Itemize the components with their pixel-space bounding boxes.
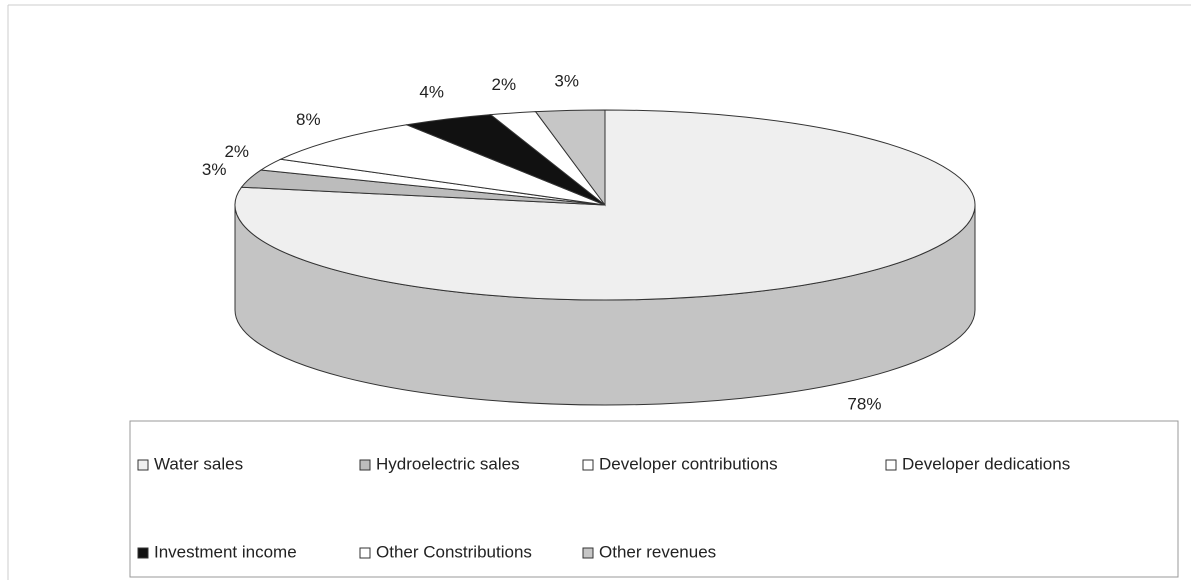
data-label: 4%	[419, 83, 444, 102]
legend-swatch	[137, 459, 149, 471]
legend-label: Other Constributions	[376, 542, 532, 561]
legend-label: Developer contributions	[599, 454, 778, 473]
legend-swatch	[359, 459, 371, 471]
pie-slice	[279, 124, 606, 206]
data-label: 3%	[554, 72, 579, 91]
legend-label: Developer dedications	[902, 454, 1070, 473]
legend-label: Investment income	[154, 542, 297, 561]
legend-swatch	[885, 459, 897, 471]
legend-label: Hydroelectric sales	[376, 454, 520, 473]
legend-label: Water sales	[154, 454, 243, 473]
data-label: 2%	[491, 75, 516, 94]
data-label: 2%	[224, 142, 249, 161]
data-label: 78%	[847, 395, 881, 414]
data-label: 8%	[296, 110, 321, 129]
legend-label: Other revenues	[599, 542, 716, 561]
legend-swatch	[359, 547, 371, 559]
data-label: 3%	[202, 160, 227, 179]
legend-box	[129, 420, 1179, 578]
legend-swatch	[582, 547, 594, 559]
pie-slice	[534, 109, 606, 207]
legend-swatch	[137, 547, 149, 559]
legend-swatch	[582, 459, 594, 471]
